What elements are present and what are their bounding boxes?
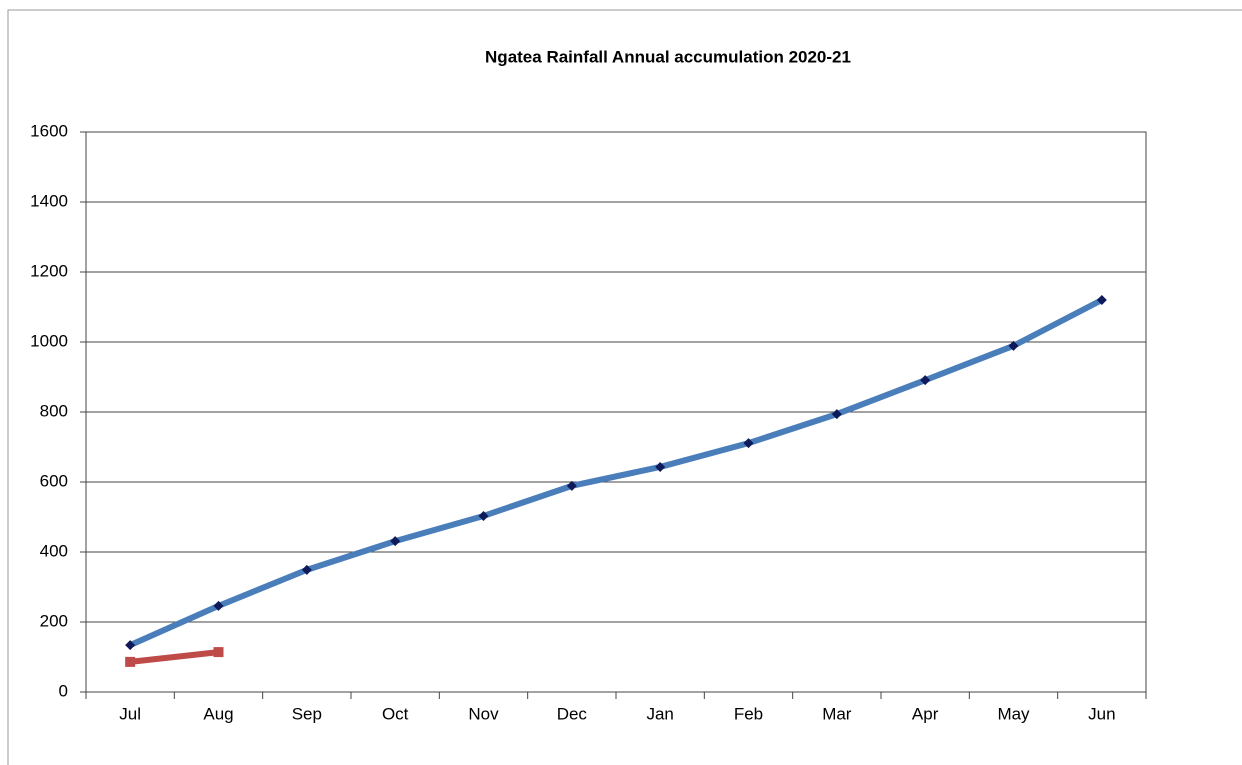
series-line (127, 297, 1105, 649)
chart-frame (7, 9, 1242, 765)
marker (390, 536, 401, 547)
marker (1008, 340, 1019, 351)
marker (213, 647, 224, 658)
y-tick-label: 1600 (30, 121, 68, 140)
x-tick-label: Sep (292, 704, 322, 723)
marker (743, 438, 754, 449)
y-tick-label: 1200 (30, 261, 68, 280)
marker (920, 375, 931, 386)
x-tick-label: Dec (557, 704, 588, 723)
x-tick-label: Jul (119, 704, 141, 723)
y-tick-label: 600 (40, 471, 68, 490)
y-tick-label: 200 (40, 611, 68, 630)
marker (831, 409, 842, 420)
y-tick-label: 1000 (30, 331, 68, 350)
y-tick-label: 1400 (30, 191, 68, 210)
x-tick-label: Jun (1088, 704, 1115, 723)
x-tick-label: Feb (734, 704, 763, 723)
chart-title: Ngatea Rainfall Annual accumulation 2020… (485, 47, 851, 66)
x-tick-label: Aug (203, 704, 233, 723)
x-tick-label: Nov (468, 704, 499, 723)
marker (125, 640, 136, 651)
series-line (127, 649, 222, 665)
x-tick-label: Apr (912, 704, 939, 723)
marker (213, 600, 224, 611)
marker (1096, 295, 1107, 305)
y-tick-label: 800 (40, 401, 68, 420)
marker (478, 510, 489, 521)
marker (301, 564, 312, 575)
marker (125, 656, 136, 667)
x-tick-label: Jan (646, 704, 673, 723)
marker (655, 461, 666, 472)
x-tick-label: Mar (822, 704, 852, 723)
y-tick-label: 400 (40, 541, 68, 560)
x-tick-label: Oct (382, 704, 409, 723)
x-tick-label: May (997, 704, 1030, 723)
y-tick-label: 0 (59, 681, 68, 700)
marker (566, 480, 577, 491)
